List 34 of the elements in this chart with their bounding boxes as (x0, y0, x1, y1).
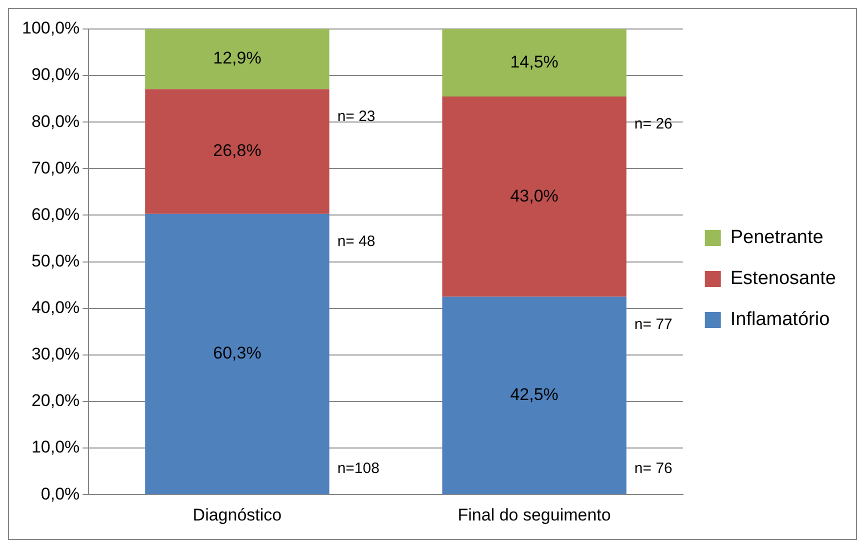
y-tick-label: 60,0% (31, 204, 80, 224)
y-tick-label: 0,0% (40, 484, 80, 504)
data-label: 42,5% (510, 385, 558, 404)
y-tick-label: 80,0% (31, 112, 80, 131)
data-label: 26,8% (213, 141, 262, 160)
data-label: 12,9% (213, 48, 262, 68)
annotation: n= 26 (634, 116, 672, 133)
y-tick-label: 70,0% (31, 158, 80, 178)
bar (145, 214, 330, 494)
y-tick-label: 30,0% (31, 344, 80, 364)
y-tick-label: 50,0% (31, 251, 80, 270)
legend-label: Inflamatório (730, 309, 830, 330)
annotation: n=108 (337, 460, 380, 478)
x-tick-label: Diagnóstico (192, 505, 282, 524)
data-label: 14,5% (510, 52, 558, 72)
annotation: n= 23 (337, 108, 376, 126)
bar (442, 96, 626, 297)
data-label: 43,0% (510, 186, 558, 206)
legend-label: Estenosante (730, 268, 836, 290)
y-tick-label: 10,0% (31, 438, 80, 457)
y-tick-label: 40,0% (31, 298, 80, 318)
legend-label: Penetrante (730, 227, 824, 248)
annotation: n= 48 (337, 232, 376, 250)
bar (442, 29, 626, 97)
bar (442, 296, 626, 494)
x-tick-label: Final do seguimento (458, 505, 611, 524)
data-label: 60,3% (213, 344, 262, 363)
annotation: n= 76 (634, 460, 672, 478)
y-tick-label: 20,0% (31, 391, 80, 410)
y-tick-label: 100,0% (22, 18, 80, 38)
bar (145, 89, 330, 214)
bar (145, 29, 330, 90)
y-tick-label: 90,0% (31, 65, 80, 84)
annotation: n= 77 (634, 316, 672, 333)
